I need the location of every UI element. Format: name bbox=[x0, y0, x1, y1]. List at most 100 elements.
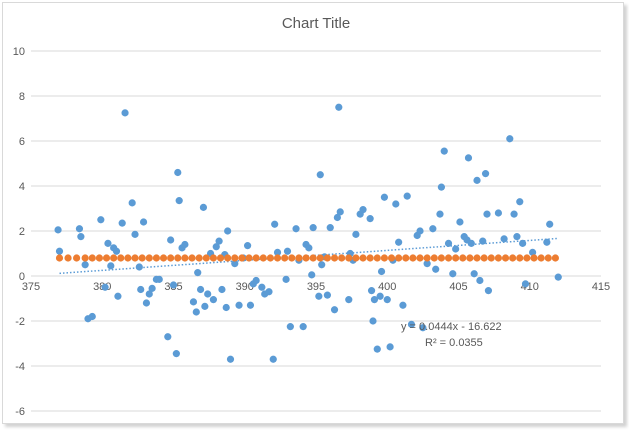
data-point-blue bbox=[546, 220, 554, 228]
y-tick-label: -2 bbox=[15, 316, 25, 328]
data-point-blue bbox=[75, 225, 84, 233]
data-point-orange bbox=[174, 254, 182, 262]
y-axis-tick-labels: -6 -4 -2 0 2 4 6 8 10 bbox=[13, 46, 25, 418]
data-point-blue bbox=[54, 226, 62, 234]
data-point-orange bbox=[452, 254, 460, 262]
y-tick-label: 2 bbox=[19, 226, 25, 238]
data-point-blue bbox=[258, 283, 266, 291]
data-point-blue bbox=[167, 236, 175, 244]
data-point-blue bbox=[452, 245, 460, 253]
data-point-blue bbox=[476, 276, 484, 285]
data-point-orange bbox=[209, 254, 217, 262]
data-point-blue bbox=[432, 265, 440, 273]
data-point-blue bbox=[403, 192, 411, 200]
data-point-blue bbox=[481, 170, 490, 178]
data-point-blue bbox=[316, 171, 324, 179]
data-point-blue bbox=[189, 298, 198, 306]
data-point-blue bbox=[419, 324, 427, 332]
data-point-orange bbox=[152, 254, 160, 262]
data-point-orange bbox=[238, 254, 246, 262]
data-point-blue bbox=[484, 287, 493, 295]
data-point-blue bbox=[369, 317, 377, 325]
data-point-orange bbox=[88, 254, 96, 262]
data-point-blue bbox=[367, 287, 376, 295]
data-point-blue bbox=[510, 210, 518, 218]
data-point-blue bbox=[55, 247, 64, 255]
data-point-orange bbox=[473, 254, 481, 262]
data-point-blue bbox=[107, 262, 115, 270]
data-point-blue bbox=[383, 296, 391, 304]
data-point-blue bbox=[181, 240, 189, 249]
data-point-orange bbox=[509, 254, 517, 262]
data-point-orange bbox=[416, 254, 424, 262]
data-point-orange bbox=[444, 254, 453, 262]
data-point-blue bbox=[429, 225, 437, 233]
data-point-blue bbox=[513, 233, 521, 241]
data-point-blue bbox=[204, 290, 212, 298]
data-point-blue bbox=[554, 273, 562, 281]
data-point-blue bbox=[479, 237, 487, 245]
data-point-orange bbox=[55, 254, 64, 262]
data-point-orange bbox=[110, 254, 118, 262]
data-point-blue bbox=[226, 355, 235, 363]
data-point-orange bbox=[466, 254, 474, 262]
data-point-orange bbox=[423, 254, 431, 262]
data-point-orange bbox=[252, 254, 260, 262]
data-point-blue bbox=[169, 281, 178, 289]
data-point-orange bbox=[494, 254, 502, 262]
series-blue-points bbox=[54, 103, 562, 363]
data-point-blue bbox=[416, 227, 424, 235]
x-tick-label: 400 bbox=[378, 281, 396, 293]
data-point-blue bbox=[330, 306, 339, 314]
data-point-orange bbox=[402, 254, 410, 262]
data-point-blue bbox=[470, 270, 478, 278]
data-point-orange bbox=[117, 254, 125, 262]
data-point-blue bbox=[376, 292, 384, 300]
data-point-orange bbox=[131, 254, 139, 262]
data-point-orange bbox=[366, 254, 374, 262]
data-point-blue bbox=[352, 230, 360, 238]
data-point-blue bbox=[444, 239, 453, 247]
data-point-blue bbox=[283, 247, 292, 255]
data-point-blue bbox=[212, 243, 220, 251]
y-tick-label: 0 bbox=[19, 271, 25, 283]
data-point-blue bbox=[437, 183, 445, 191]
data-point-blue bbox=[121, 109, 129, 117]
data-point-blue bbox=[386, 343, 394, 351]
data-point-orange bbox=[145, 254, 153, 262]
y-tick-label: 8 bbox=[19, 91, 25, 103]
data-point-blue bbox=[407, 320, 416, 328]
data-point-blue bbox=[271, 220, 279, 228]
data-point-blue bbox=[377, 267, 386, 276]
data-point-blue bbox=[292, 225, 300, 233]
data-point-blue bbox=[370, 296, 379, 304]
data-point-blue bbox=[543, 238, 551, 246]
data-point-blue bbox=[286, 323, 294, 331]
trendline-equation: y = 0.0444x - 16.622 bbox=[401, 321, 502, 333]
data-point-blue bbox=[467, 239, 475, 247]
data-point-blue bbox=[359, 206, 367, 214]
data-point-orange bbox=[345, 254, 353, 262]
y-tick-label: 4 bbox=[19, 181, 25, 193]
data-point-orange bbox=[480, 254, 488, 262]
data-point-blue bbox=[222, 303, 230, 312]
data-point-blue bbox=[483, 210, 491, 218]
y-tick-label: 6 bbox=[19, 136, 25, 148]
data-point-blue bbox=[456, 218, 464, 226]
data-point-blue bbox=[118, 219, 126, 227]
data-point-blue bbox=[395, 238, 403, 246]
data-point-blue bbox=[345, 296, 353, 304]
data-point-orange bbox=[295, 254, 303, 262]
data-point-blue bbox=[326, 224, 334, 232]
data-point-orange bbox=[430, 254, 438, 262]
data-point-blue bbox=[333, 213, 341, 222]
data-point-orange bbox=[380, 254, 388, 262]
data-point-blue bbox=[336, 208, 344, 216]
data-point-orange bbox=[330, 254, 339, 262]
data-point-orange bbox=[395, 254, 403, 262]
data-point-blue bbox=[81, 261, 89, 269]
data-point-blue bbox=[137, 285, 145, 294]
data-point-orange bbox=[138, 254, 146, 262]
data-point-orange bbox=[195, 254, 203, 262]
